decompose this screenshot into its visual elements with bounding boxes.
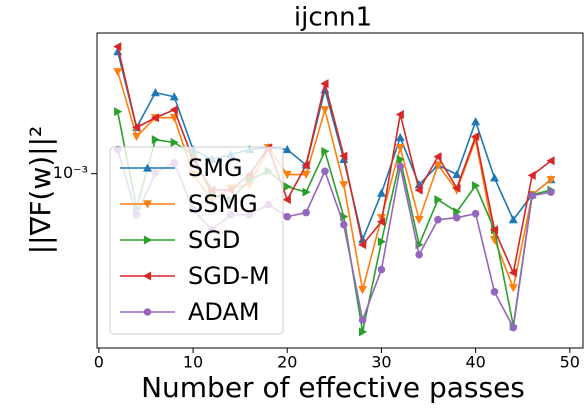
data-point	[339, 220, 348, 229]
data-point	[546, 176, 556, 185]
x-tick-label: 50	[560, 353, 580, 372]
data-point	[321, 146, 330, 156]
legend-label: ADAM	[188, 298, 260, 326]
data-point	[453, 207, 462, 217]
data-point	[339, 181, 349, 190]
data-point	[301, 170, 311, 180]
data-point	[490, 288, 499, 296]
data-point	[376, 217, 386, 227]
data-point	[358, 240, 367, 250]
legend-marker	[143, 163, 152, 172]
data-point	[150, 88, 160, 97]
data-point	[282, 145, 292, 154]
legend-marker	[143, 200, 152, 209]
data-point	[169, 105, 178, 115]
data-point	[396, 162, 405, 171]
data-point	[113, 68, 123, 77]
data-point	[395, 133, 405, 142]
data-point	[528, 191, 536, 200]
data-point	[433, 152, 442, 162]
legend-marker	[143, 235, 152, 245]
data-point	[339, 151, 348, 161]
data-point	[169, 92, 179, 101]
legend-label: SGD	[188, 226, 240, 254]
legend: SMG SSMG SGD SGD-M ADAM	[109, 146, 284, 335]
data-point	[471, 209, 480, 218]
data-point	[508, 268, 517, 278]
data-point	[113, 42, 122, 52]
data-point	[358, 316, 367, 324]
plot-frame	[96, 32, 584, 349]
data-point	[132, 123, 141, 133]
y-axis-label: ||∇F(w)||²	[24, 126, 57, 255]
data-point	[414, 185, 423, 195]
data-point	[396, 154, 405, 164]
legend-marker	[143, 271, 152, 281]
legend-label: SGD-M	[188, 262, 270, 290]
data-point	[302, 187, 311, 197]
data-point	[471, 117, 481, 126]
data-point	[547, 188, 555, 196]
data-point	[283, 212, 292, 221]
data-point	[395, 109, 404, 119]
data-point	[452, 213, 461, 222]
legend-marker	[143, 308, 152, 316]
y-tick-label: 10⁻³	[53, 163, 88, 182]
chart-title: ijcnn1	[294, 3, 372, 33]
data-point	[433, 161, 443, 170]
data-point	[527, 170, 536, 180]
data-point	[415, 250, 423, 259]
data-point	[150, 113, 159, 123]
data-point	[395, 144, 405, 153]
data-point	[509, 323, 518, 332]
data-point	[452, 170, 462, 179]
data-point	[414, 216, 424, 225]
data-point	[282, 195, 291, 205]
data-point	[170, 137, 179, 147]
data-point	[132, 132, 142, 141]
x-tick-label: 30	[371, 353, 391, 372]
data-point	[151, 135, 160, 145]
data-point	[377, 265, 386, 274]
data-point	[283, 182, 292, 192]
data-point	[376, 188, 386, 197]
data-point	[489, 173, 499, 182]
data-point	[377, 237, 386, 247]
series-line	[116, 51, 552, 243]
data-point	[282, 170, 292, 180]
data-point	[508, 284, 518, 293]
data-point	[359, 327, 368, 337]
data-point	[508, 215, 518, 224]
data-point	[472, 181, 481, 191]
data-point	[546, 156, 555, 166]
x-tick-label: 20	[277, 353, 297, 372]
data-point	[452, 183, 461, 193]
data-point	[471, 131, 480, 141]
legend-label: SMG	[188, 154, 243, 182]
data-point	[302, 208, 310, 217]
data-point	[301, 160, 310, 170]
x-tick-label: 0	[94, 353, 104, 372]
data-point	[434, 195, 443, 205]
legend-box	[109, 146, 284, 335]
x-axis-label: Number of effective passes	[141, 371, 525, 404]
data-point	[434, 215, 442, 224]
data-point	[321, 167, 329, 176]
legend-label: SSMG	[188, 190, 258, 218]
data-point	[114, 107, 123, 117]
data-point	[489, 225, 499, 235]
data-point	[358, 286, 368, 295]
x-tick-label: 10	[183, 353, 203, 372]
data-point	[320, 79, 329, 89]
x-tick-label: 40	[465, 353, 485, 372]
data-point	[320, 106, 330, 115]
